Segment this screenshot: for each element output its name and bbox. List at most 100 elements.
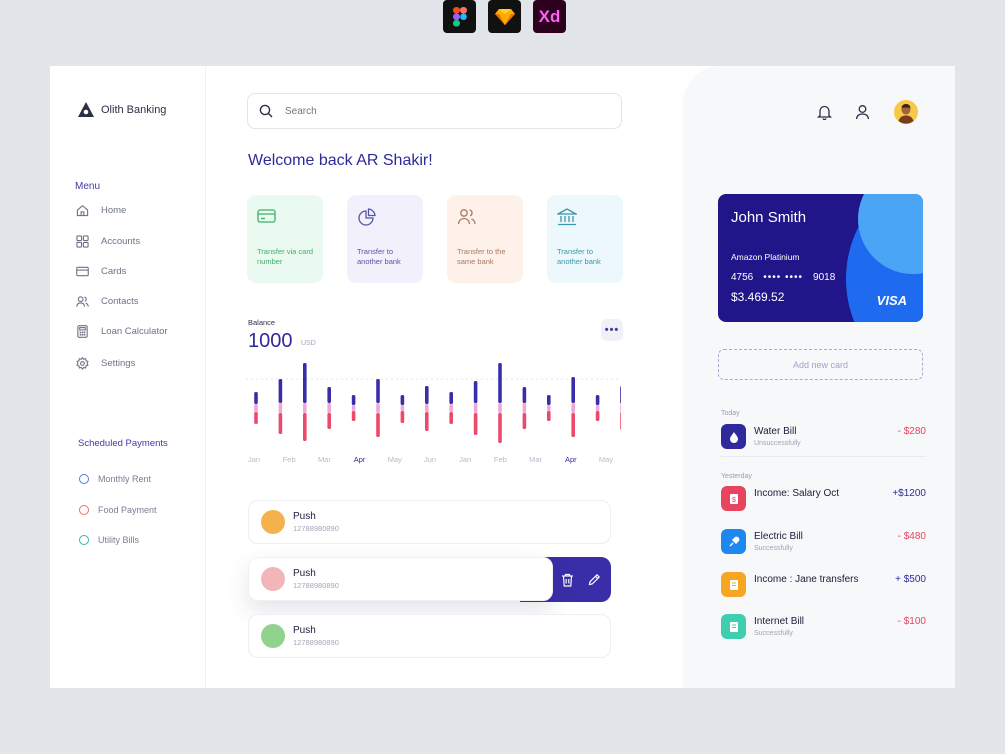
- sidebar-item-cards[interactable]: Cards: [76, 265, 126, 278]
- scheduled-item-food-payment[interactable]: Food Payment: [79, 505, 157, 515]
- chart-bar-segment-bottom: [449, 412, 453, 424]
- brand-name: Olith Banking: [101, 103, 167, 116]
- avatar: [261, 624, 285, 648]
- card-icon: [76, 266, 89, 277]
- sketch-icon: [488, 0, 521, 33]
- logo-icon: [78, 102, 94, 117]
- chart-x-tick-label: Jan: [459, 455, 471, 464]
- transaction-row[interactable]: Water Bill Unsuccessfully - $280: [721, 424, 926, 454]
- chart-bar-segment-bottom: [473, 413, 478, 435]
- chart-x-tick-label: Feb: [494, 455, 507, 464]
- balance-chart: Jan Feb Mar Apr May Jun Jan Feb Mar Apr May: [246, 363, 621, 464]
- transaction-row[interactable]: Electric Bill Successfully - $480: [721, 529, 926, 559]
- chart-bar-segment-middle: [351, 405, 356, 411]
- chart-bar-segment-bottom: [522, 413, 527, 429]
- chart-bar-segment-bottom: [425, 412, 429, 431]
- contact-row[interactable]: Push 12788980890: [248, 500, 611, 544]
- brand-logo[interactable]: Olith Banking: [78, 102, 166, 117]
- chart-bar-segment-top: [351, 395, 356, 405]
- add-new-card-button[interactable]: Add new card: [718, 349, 923, 380]
- chart-bar-segment-top: [620, 386, 621, 404]
- more-options-button[interactable]: •••: [601, 319, 623, 341]
- chart-bar-segment-bottom: [595, 411, 600, 421]
- pie-chart-icon: [358, 208, 376, 226]
- chart-x-tick-label: Mar: [529, 455, 542, 464]
- chart-bar-segment-top: [425, 386, 429, 404]
- chart-bar-segment-middle: [425, 404, 429, 412]
- sidebar-item-contacts[interactable]: Contacts: [76, 295, 139, 308]
- quick-action-another-bank-2[interactable]: Transfer to another bank: [547, 195, 623, 283]
- contact-number: 12788980890: [293, 524, 339, 533]
- contact-row[interactable]: Push 12788980890: [248, 614, 611, 658]
- edit-pencil-icon[interactable]: [588, 573, 601, 586]
- chart-bar-segment-middle: [303, 403, 307, 413]
- chart-bar-segment-middle: [571, 403, 575, 413]
- sidebar-item-accounts[interactable]: Accounts: [76, 235, 140, 248]
- chart-bar-segment-top: [473, 381, 478, 403]
- quick-action-same-bank[interactable]: Transfer to the same bank: [447, 195, 523, 283]
- dollar-icon: $: [721, 486, 746, 511]
- quick-action-another-bank[interactable]: Transfer to another bank: [347, 195, 423, 283]
- divider: [721, 456, 926, 457]
- chart-x-tick-label: Apr: [354, 455, 366, 464]
- search-icon: [259, 104, 273, 118]
- scheduled-item-utility-bills[interactable]: Utility Bills: [79, 535, 139, 545]
- chart-bar-segment-top: [254, 392, 258, 404]
- chart-bar-segment-bottom: [547, 411, 551, 421]
- receipt-icon: [721, 572, 746, 597]
- trash-icon[interactable]: [561, 573, 574, 587]
- card-tier: Amazon Platinium: [731, 252, 800, 262]
- chart-bar-segment-middle: [595, 405, 600, 411]
- chart-bar-segment-bottom: [498, 413, 502, 443]
- scheduled-item-monthly-rent[interactable]: Monthly Rent: [79, 474, 151, 484]
- bank-card[interactable]: John Smith Amazon Platinium 4756 •••• ••…: [718, 194, 923, 322]
- user-icon[interactable]: [855, 104, 870, 120]
- transaction-row[interactable]: $ Income: Salary Oct +$1200: [721, 486, 926, 516]
- calculator-icon: [77, 325, 88, 338]
- chart-bar-segment-middle: [376, 403, 380, 413]
- chart-bar-segment-bottom: [620, 412, 621, 430]
- chart-bar-segment-top: [303, 363, 307, 403]
- profile-avatar[interactable]: [894, 100, 918, 124]
- balance-label: Balance: [248, 318, 276, 327]
- chart-bar-segment-bottom: [571, 413, 575, 437]
- sidebar-item-loan-calculator[interactable]: Loan Calculator: [76, 325, 168, 338]
- chart-x-tick-label: Mar: [318, 455, 331, 464]
- chart-bar-segment-bottom: [351, 411, 356, 421]
- status-ring-icon: [79, 474, 89, 484]
- search-bar[interactable]: [247, 93, 622, 129]
- chart-bar-segment-top: [449, 392, 453, 404]
- quick-action-card-number[interactable]: Transfer via card number: [247, 195, 323, 283]
- receipt-icon: [721, 614, 746, 639]
- users-icon: [457, 209, 476, 225]
- figma-icon: [443, 0, 476, 33]
- card-number: 4756 •••• •••• 9018: [731, 272, 836, 283]
- status-ring-icon: [79, 505, 89, 515]
- sidebar-item-home[interactable]: Home: [76, 204, 126, 217]
- transaction-row[interactable]: Income : Jane transfers + $500: [721, 572, 926, 602]
- card-icon: [257, 209, 276, 223]
- chart-bar-segment-top: [595, 395, 600, 405]
- sidebar-item-settings[interactable]: Settings: [76, 357, 135, 370]
- right-panel: John Smith Amazon Platinium 4756 •••• ••…: [683, 66, 955, 688]
- search-input[interactable]: [285, 105, 585, 117]
- chart-bar-segment-middle: [522, 403, 527, 413]
- chart-bar-segment-middle: [254, 404, 258, 412]
- sidebar: Olith Banking Menu Home Accounts Cards C…: [50, 66, 206, 688]
- chart-bar-segment-bottom: [278, 413, 283, 434]
- contact-number: 12788980890: [293, 581, 339, 590]
- chart-bar-segment-top: [376, 379, 380, 403]
- chart-bar-segment-bottom: [327, 413, 331, 429]
- scheduled-payments-title: Scheduled Payments: [78, 438, 168, 449]
- transaction-row[interactable]: Internet Bill Successfully - $100: [721, 614, 926, 644]
- users-icon: [76, 296, 89, 307]
- bell-icon[interactable]: [817, 104, 832, 120]
- plug-icon: [721, 529, 746, 554]
- chart-bar-segment-middle: [449, 404, 453, 412]
- chart-x-tick-label: May: [388, 455, 402, 464]
- contact-row[interactable]: Push 12788980890: [248, 557, 553, 601]
- contact-number: 12788980890: [293, 638, 339, 647]
- avatar: [261, 510, 285, 534]
- visa-logo: VISA: [876, 293, 907, 308]
- transactions-day-label: Today: [721, 410, 740, 417]
